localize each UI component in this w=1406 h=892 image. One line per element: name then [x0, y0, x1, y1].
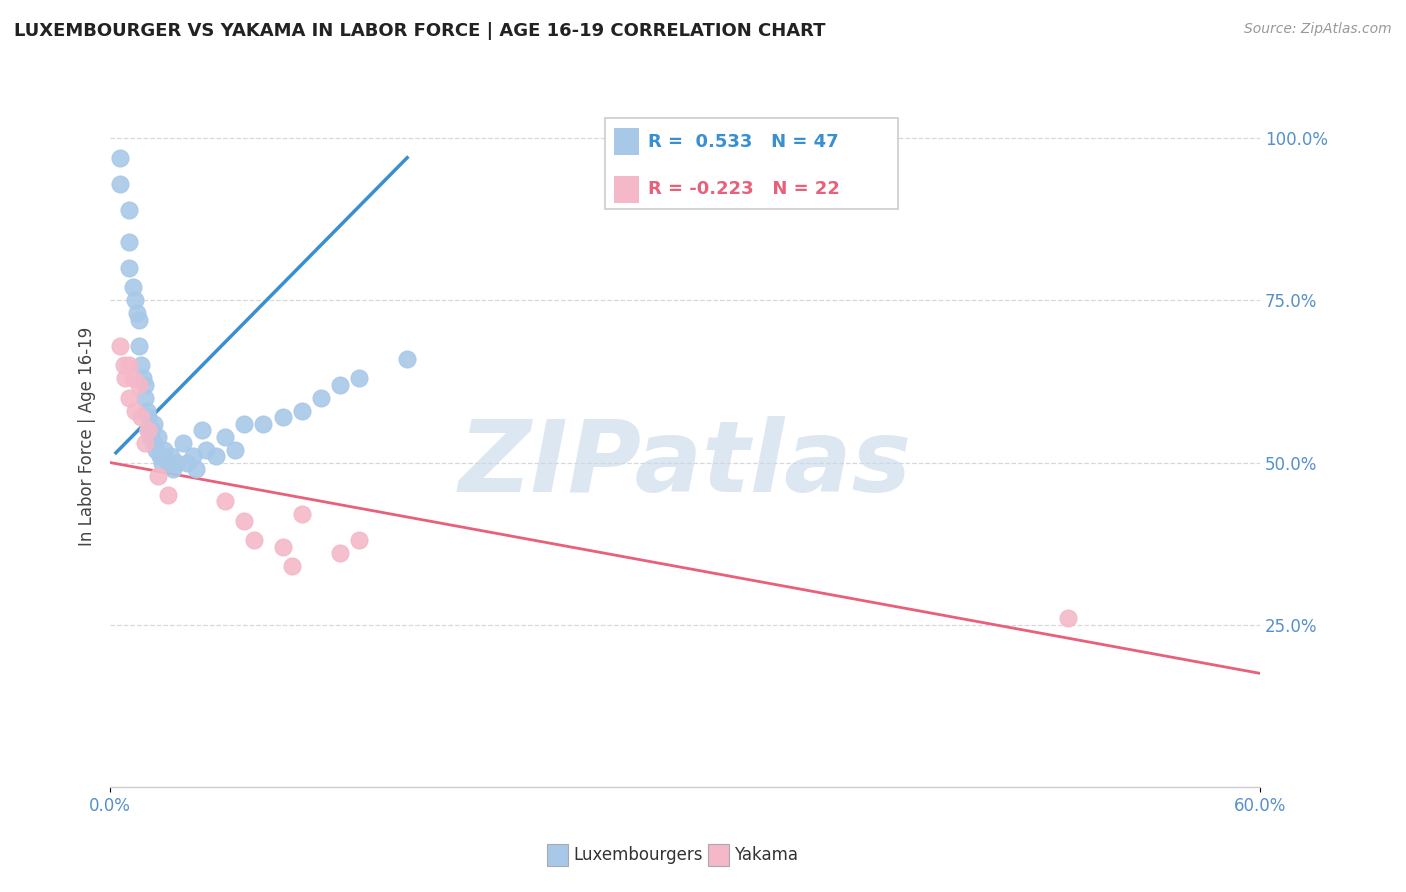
Point	[129, 410, 152, 425]
Point	[128, 339, 150, 353]
Point	[252, 417, 274, 431]
Point	[233, 514, 256, 528]
Point	[172, 436, 194, 450]
Point	[214, 429, 236, 443]
Point	[204, 449, 226, 463]
Point	[108, 177, 131, 191]
Text: R = -0.223   N = 22: R = -0.223 N = 22	[648, 180, 841, 198]
Point	[271, 540, 294, 554]
Point	[291, 508, 314, 522]
Point	[122, 280, 145, 294]
Point	[176, 456, 198, 470]
Point	[145, 442, 167, 457]
Point	[118, 235, 141, 249]
Point	[191, 423, 214, 437]
Point	[149, 449, 172, 463]
Point	[349, 371, 371, 385]
Text: Luxembourgers: Luxembourgers	[574, 847, 703, 864]
Point	[129, 358, 152, 372]
Point	[118, 260, 141, 275]
Point	[108, 339, 131, 353]
Point	[1057, 611, 1080, 625]
Point	[146, 429, 169, 443]
Point	[132, 371, 155, 385]
Point	[138, 410, 160, 425]
Point	[138, 423, 160, 437]
Point	[156, 488, 179, 502]
Point	[118, 358, 141, 372]
Point	[271, 410, 294, 425]
Point	[128, 377, 150, 392]
Point	[146, 468, 169, 483]
Point	[181, 449, 204, 463]
Point	[309, 391, 332, 405]
Text: Yakama: Yakama	[734, 847, 799, 864]
Point	[118, 202, 141, 217]
Point	[396, 351, 419, 366]
Text: R =  0.533   N = 47: R = 0.533 N = 47	[648, 133, 839, 151]
Y-axis label: In Labor Force | Age 16-19: In Labor Force | Age 16-19	[79, 327, 96, 546]
Point	[166, 456, 188, 470]
Point	[139, 429, 162, 443]
Point	[329, 546, 352, 560]
Point	[112, 358, 135, 372]
Point	[143, 417, 166, 431]
Point	[134, 391, 156, 405]
Point	[141, 423, 163, 437]
Point	[150, 456, 173, 470]
Point	[134, 436, 156, 450]
Point	[194, 442, 217, 457]
Point	[134, 377, 156, 392]
Point	[125, 306, 148, 320]
Point	[138, 423, 160, 437]
Point	[122, 371, 145, 385]
Point	[224, 442, 246, 457]
Point	[128, 313, 150, 327]
Point	[118, 391, 141, 405]
Point	[124, 403, 146, 417]
Point	[162, 462, 184, 476]
Point	[349, 533, 371, 548]
Point	[143, 436, 166, 450]
Point	[160, 449, 183, 463]
Point	[243, 533, 266, 548]
Point	[135, 403, 157, 417]
Point	[153, 442, 176, 457]
Text: Source: ZipAtlas.com: Source: ZipAtlas.com	[1244, 22, 1392, 37]
Point	[186, 462, 208, 476]
Point	[291, 403, 314, 417]
Point	[214, 494, 236, 508]
Point	[329, 377, 352, 392]
Point	[114, 371, 136, 385]
Text: LUXEMBOURGER VS YAKAMA IN LABOR FORCE | AGE 16-19 CORRELATION CHART: LUXEMBOURGER VS YAKAMA IN LABOR FORCE | …	[14, 22, 825, 40]
Point	[233, 417, 256, 431]
Point	[124, 293, 146, 308]
Text: ZIPatlas: ZIPatlas	[458, 416, 911, 513]
Point	[108, 151, 131, 165]
Point	[281, 559, 304, 574]
Point	[156, 456, 179, 470]
